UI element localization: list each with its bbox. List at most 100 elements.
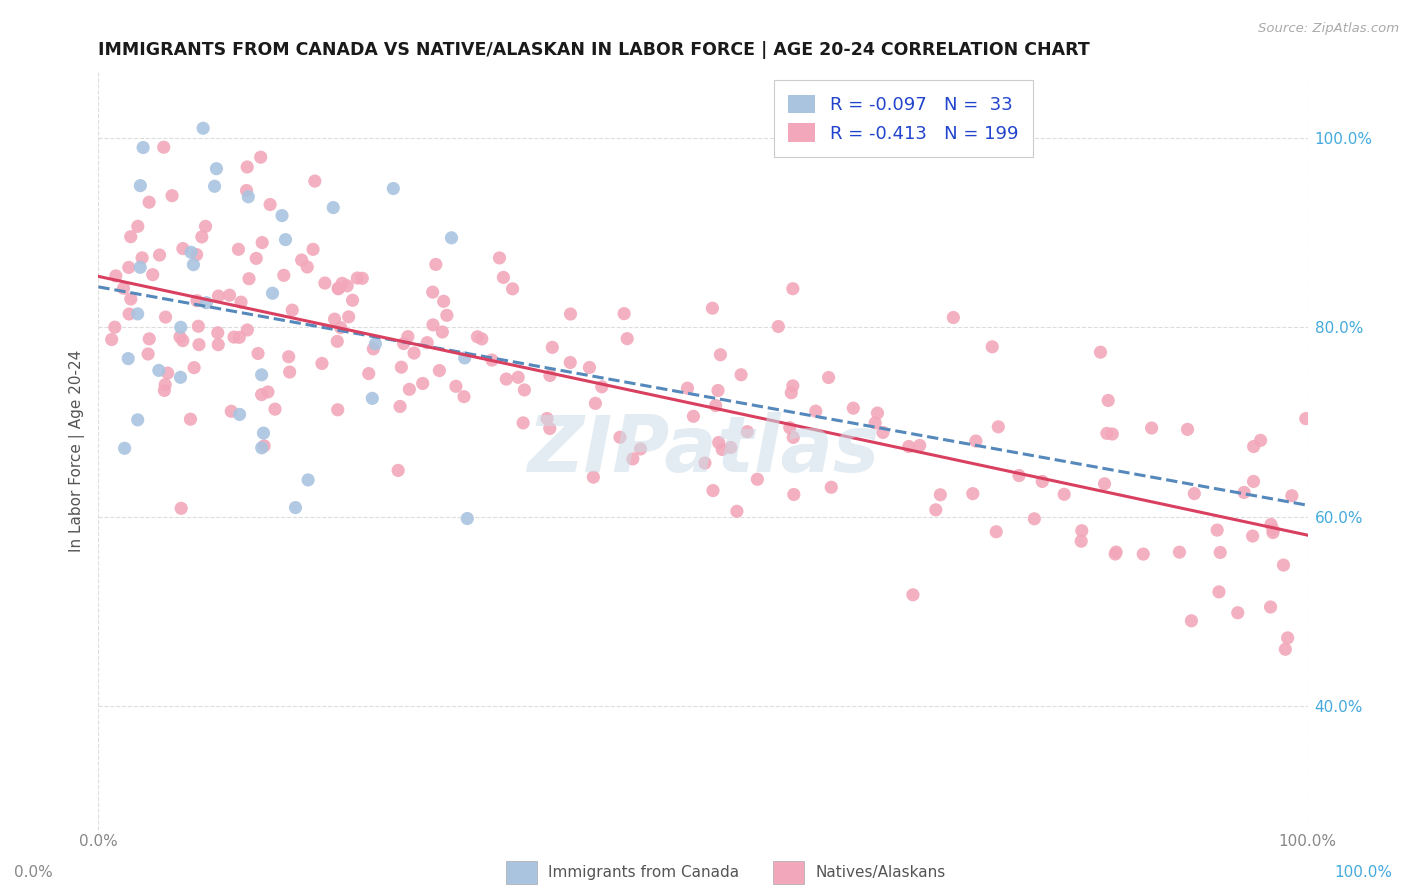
Point <box>336 278 359 293</box>
Point <box>495 372 517 386</box>
Point <box>436 308 458 322</box>
Point <box>291 253 314 268</box>
Point <box>925 503 948 517</box>
Point <box>337 310 360 324</box>
Point <box>112 281 135 295</box>
Point <box>156 366 179 380</box>
Point <box>780 385 803 400</box>
Point <box>328 282 350 296</box>
Point <box>1206 523 1229 537</box>
Point <box>252 426 274 441</box>
Point <box>711 442 734 457</box>
Point <box>707 435 730 450</box>
Point <box>138 332 160 346</box>
Point <box>382 181 405 195</box>
Point <box>114 442 136 456</box>
Point <box>986 524 1008 539</box>
Point <box>842 401 865 416</box>
Point <box>1250 434 1272 448</box>
Point <box>702 301 724 316</box>
Point <box>352 271 374 285</box>
Point <box>901 588 924 602</box>
Point <box>127 219 149 234</box>
Point <box>783 487 806 501</box>
Point <box>725 504 748 518</box>
Point <box>1101 427 1123 442</box>
Point <box>118 260 141 275</box>
Point <box>1281 489 1303 503</box>
Point <box>454 351 477 365</box>
Point <box>929 488 952 502</box>
Point <box>195 295 218 310</box>
Point <box>396 329 419 343</box>
Point <box>817 370 839 384</box>
Point <box>782 379 804 393</box>
Point <box>432 325 454 339</box>
Point <box>735 425 758 439</box>
Text: ZIPatlas: ZIPatlas <box>527 412 879 489</box>
Point <box>207 326 229 340</box>
Point <box>416 335 439 350</box>
Point <box>127 307 149 321</box>
Point <box>1094 476 1116 491</box>
Point <box>908 438 931 452</box>
Point <box>541 340 564 354</box>
Point <box>326 334 349 349</box>
Point <box>508 370 530 384</box>
Point <box>136 347 159 361</box>
Point <box>1070 534 1092 549</box>
Point <box>257 384 280 399</box>
Point <box>1243 440 1265 454</box>
Point <box>583 396 606 410</box>
Point <box>218 288 240 302</box>
Point <box>429 363 451 377</box>
Point <box>1140 421 1163 435</box>
Point <box>1277 631 1299 645</box>
Point <box>536 411 558 425</box>
Point <box>512 416 534 430</box>
Point <box>120 229 142 244</box>
Point <box>720 441 742 455</box>
Point <box>129 178 152 193</box>
Point <box>264 402 287 417</box>
Point <box>169 330 191 344</box>
Point <box>172 334 194 348</box>
Point <box>433 294 456 309</box>
Point <box>311 356 333 370</box>
Point <box>965 434 987 448</box>
Point <box>730 368 752 382</box>
Point <box>297 473 319 487</box>
Point <box>1031 475 1053 489</box>
Point <box>238 271 260 285</box>
Point <box>235 184 257 198</box>
Point <box>219 404 242 418</box>
Point <box>1180 614 1202 628</box>
Point <box>471 332 494 346</box>
Point <box>779 420 801 434</box>
Point <box>1090 345 1112 359</box>
Point <box>747 472 769 486</box>
Point <box>100 333 122 347</box>
Point <box>180 245 202 260</box>
Point <box>204 179 226 194</box>
Point <box>682 409 704 424</box>
Point <box>186 293 208 308</box>
Point <box>104 268 127 283</box>
Point <box>207 289 229 303</box>
Point <box>172 242 194 256</box>
Point <box>398 382 420 396</box>
Point <box>1097 393 1119 408</box>
Point <box>488 251 510 265</box>
Point <box>444 379 467 393</box>
Point <box>304 174 326 188</box>
Point <box>1132 547 1154 561</box>
Point <box>1209 545 1232 559</box>
Point <box>222 330 245 344</box>
Point <box>1241 529 1264 543</box>
Point <box>897 440 920 454</box>
Point <box>148 363 170 377</box>
Point <box>1105 545 1128 559</box>
Point <box>456 511 478 525</box>
Point <box>863 416 886 430</box>
Point <box>250 368 273 382</box>
